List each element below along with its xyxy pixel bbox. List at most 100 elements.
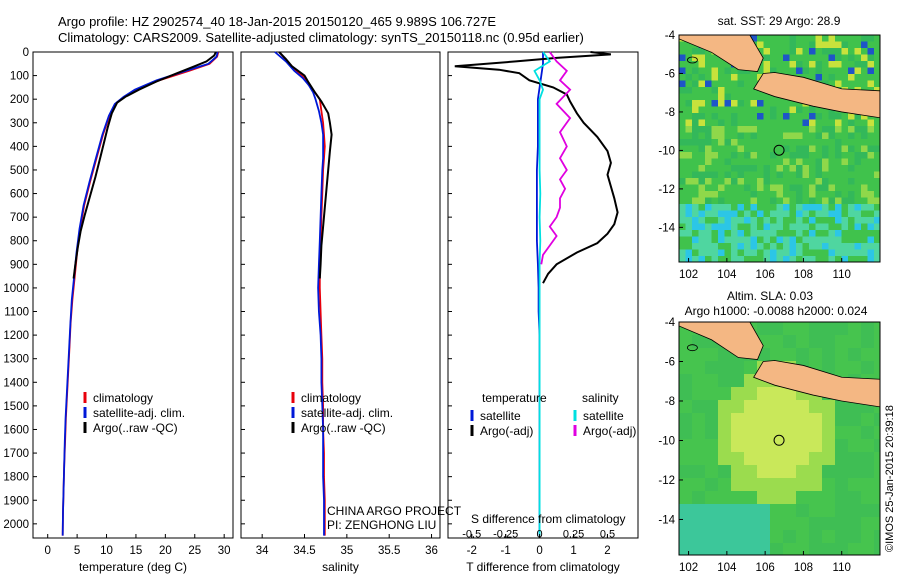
legend-label: Argo(..raw -QC)	[93, 421, 178, 435]
depth-tick-label: 900	[10, 259, 29, 271]
depth-tick-label: 800	[10, 236, 29, 248]
depth-tick-label: 1800	[3, 472, 29, 484]
annotation-project: CHINA ARGO PROJECT	[327, 504, 462, 518]
top-axis-label: S difference from climatology	[471, 512, 626, 526]
legend-label: Argo(..raw -QC)	[301, 421, 386, 435]
map-y-tick-label: -6	[665, 68, 675, 80]
map-x-tick-label: 108	[794, 269, 813, 281]
sla-map-title-line2: Argo h1000: -0.0088 h2000: 0.024	[685, 304, 868, 318]
legend-label: satellite	[583, 409, 624, 423]
x-axis-label: T difference from climatology	[466, 560, 620, 574]
land-sumatra	[679, 322, 764, 360]
map-x-tick-label: 102	[679, 269, 698, 281]
depth-tick-label: 1400	[3, 377, 29, 389]
map-y-tick-label: -10	[658, 435, 675, 447]
x-tick-label: 10	[100, 545, 113, 557]
x-tick-label: 0	[45, 545, 51, 557]
map-x-tick-label: 106	[756, 269, 775, 281]
difference-frame	[447, 51, 639, 539]
legend-header: salinity	[582, 391, 619, 405]
map-y-tick-label: -8	[665, 396, 675, 408]
top-tick-label: 0	[537, 529, 543, 541]
map-y-tick-label: -12	[658, 184, 675, 196]
x-tick-label: 34	[256, 545, 269, 557]
depth-tick-label: 0	[23, 47, 29, 59]
argo-position-marker	[773, 144, 785, 156]
top-tick-label: -0.5	[462, 529, 481, 541]
x-tick-label: 34.5	[293, 545, 315, 557]
x-tick-label: 20	[159, 545, 172, 557]
map-x-tick-label: 102	[679, 562, 698, 574]
depth-tick-label: 1000	[3, 283, 29, 295]
depth-tick-label: 2000	[3, 519, 29, 531]
land-sumatra	[679, 35, 764, 72]
imprint-label: ©IMOS 25-Jan-2015 20:39:18	[884, 405, 896, 552]
sla_map-map	[678, 321, 881, 556]
legend-label: satellite-adj. clim.	[93, 406, 185, 420]
legend-label: satellite	[480, 409, 521, 423]
depth-tick-label: 200	[10, 94, 29, 106]
depth-tick-label: 1500	[3, 401, 29, 413]
series-line-argoadj	[454, 51, 619, 284]
x-axis-label: salinity	[322, 560, 359, 574]
x-tick-label: 36	[425, 545, 438, 557]
depth-tick-label: 500	[10, 165, 29, 177]
x-tick-label: 0	[536, 545, 542, 557]
legend-label: climatology	[93, 391, 153, 405]
sst_map-map	[678, 34, 881, 263]
land-java	[753, 360, 880, 408]
x-tick-label: 1	[570, 545, 576, 557]
depth-tick-label: 1200	[3, 330, 29, 342]
map-y-tick-label: -10	[658, 145, 675, 157]
annotation-pi: PI: ZENGHONG LIU	[327, 518, 436, 532]
map-y-tick-label: -4	[665, 317, 676, 329]
depth-tick-label: 600	[10, 189, 29, 201]
map-x-tick-label: 110	[833, 562, 851, 574]
depth-tick-label: 400	[10, 141, 29, 153]
top-tick-label: 0.5	[600, 529, 615, 541]
argo-position-marker	[773, 434, 785, 446]
map-y-tick-label: -8	[665, 107, 675, 119]
map-frame	[678, 34, 881, 263]
series-line-argoadj	[540, 51, 572, 265]
series-line-satelliteadjclim	[274, 51, 325, 536]
map-y-tick-label: -4	[665, 30, 676, 42]
x-tick-label: 25	[188, 545, 201, 557]
legend-label: Argo(-adj)	[480, 424, 533, 438]
map-x-tick-label: 106	[756, 562, 775, 574]
salinity-frame	[240, 51, 441, 539]
temperature-frame	[32, 51, 234, 539]
depth-tick-label: 1900	[3, 495, 29, 507]
figure-title-line1: Argo profile: HZ 2902574_40 18-Jan-2015 …	[58, 14, 497, 29]
map-x-tick-label: 110	[833, 269, 851, 281]
map-y-tick-label: -14	[658, 514, 675, 526]
map-y-tick-label: -14	[658, 222, 675, 234]
map-x-tick-label: 108	[794, 562, 813, 574]
top-tick-label: 0.25	[563, 529, 584, 541]
figure-title-line2: Climatology: CARS2009. Satellite-adjuste…	[58, 30, 584, 45]
x-tick-label: 5	[74, 545, 80, 557]
series-line-satellite	[533, 51, 552, 536]
legend-label: satellite-adj. clim.	[301, 406, 393, 420]
depth-tick-label: 100	[10, 71, 29, 83]
series-line-argorawqc	[278, 51, 333, 279]
legend-label: Argo(-adj)	[583, 424, 636, 438]
depth-tick-label: 700	[10, 212, 29, 224]
depth-tick-label: 1300	[3, 354, 29, 366]
depth-tick-label: 1600	[3, 424, 29, 436]
depth-tick-label: 1100	[4, 307, 29, 319]
map-x-tick-label: 104	[717, 269, 737, 281]
island-outline	[687, 344, 698, 352]
map-frame	[678, 321, 881, 556]
x-tick-label: -2	[467, 545, 477, 557]
x-tick-label: 35	[340, 545, 353, 557]
x-tick-label: 30	[218, 545, 231, 557]
map-y-tick-label: -6	[665, 356, 675, 368]
x-tick-label: -1	[501, 545, 511, 557]
depth-tick-label: 300	[10, 118, 29, 130]
map-x-tick-label: 104	[717, 562, 737, 574]
island-outline	[687, 56, 698, 64]
top-tick-label: -0.25	[493, 529, 518, 541]
series-line-argorawqc	[72, 51, 217, 279]
legend-label: climatology	[301, 391, 361, 405]
